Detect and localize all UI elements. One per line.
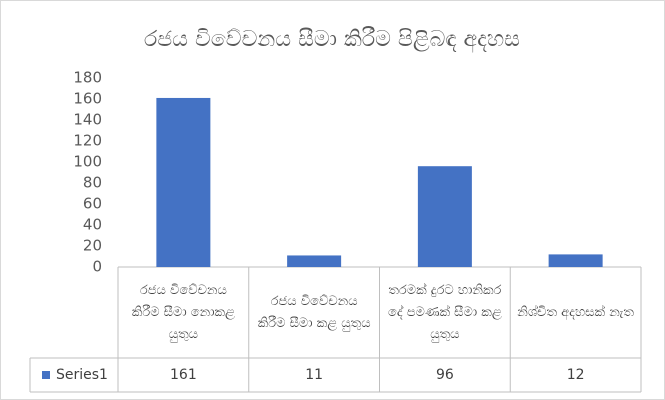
legend-label: Series1 — [56, 367, 108, 383]
legend-key — [42, 371, 50, 379]
y-tick-label: 160 — [73, 90, 102, 108]
x-category-label: නිශ්චිත අදහසක් නැත — [517, 304, 634, 320]
y-tick-label: 20 — [83, 237, 102, 255]
y-tick-label: 60 — [83, 195, 102, 213]
y-tick-label: 140 — [73, 111, 102, 129]
table-value: 11 — [305, 367, 324, 383]
y-tick-label: 80 — [83, 174, 102, 192]
table-value: 12 — [566, 367, 585, 383]
x-category-label: රජය විවේචනය කිරීම සීමා කළ යුතුය — [257, 293, 371, 331]
bar — [156, 97, 211, 267]
y-tick-label: 120 — [73, 132, 102, 150]
bar — [287, 255, 342, 267]
y-tick-label: 0 — [92, 258, 102, 276]
x-category-label: රජය විවේචනය කිරීම සීමා නොකළ යුතුය — [131, 282, 235, 342]
table-value: 96 — [435, 367, 454, 383]
y-tick-label: 40 — [83, 216, 102, 234]
y-tick-label: 100 — [73, 153, 102, 171]
y-tick-label: 180 — [73, 69, 102, 87]
bar — [548, 254, 603, 267]
table-value: 161 — [170, 367, 197, 383]
chart-title: රජය විවේචනය සීමා කිරීම පිළිබඳ අදහස — [144, 26, 520, 53]
bar — [417, 166, 472, 267]
x-category-label: තරමක් දුරට හානිකර දේ පමණක් සීමා කළ යුතුය — [387, 282, 502, 342]
